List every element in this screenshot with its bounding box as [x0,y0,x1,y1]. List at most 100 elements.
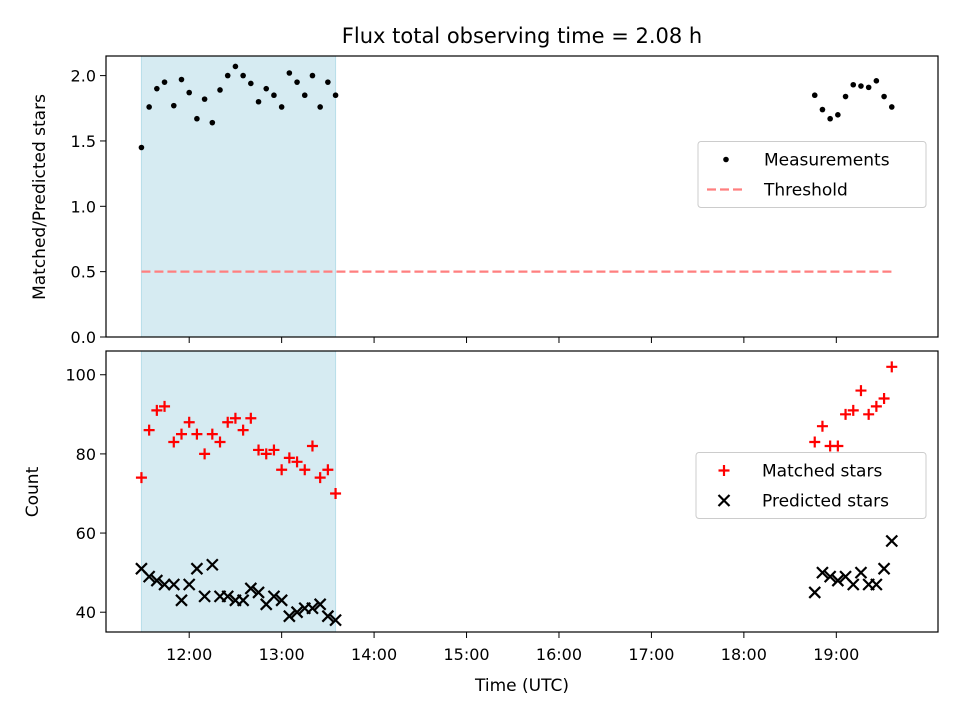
measurement-point [138,144,145,151]
measurement-point [278,104,285,110]
bottom-y-axis-label: Count [23,466,43,517]
y-tick-label: 60 [76,524,96,543]
y-tick-label: 1.0 [71,197,96,216]
measurement-point [271,92,277,99]
x-axis-label: Time (UTC) [474,676,569,696]
measurement-point [232,63,239,70]
predicted-point [252,586,265,599]
legend-marker-predicted [717,494,731,507]
matched-point [878,392,890,404]
measurement-point [332,92,339,99]
measurement-point [201,96,208,102]
predicted-point [306,601,319,615]
matched-point [229,412,241,424]
matched-point [863,408,875,420]
measurement-point [209,119,216,126]
predicted-point [267,590,281,603]
legend-box [697,141,927,208]
legend-marker-measurements [723,156,729,163]
matched-point [143,424,155,436]
measurement-point [881,93,887,100]
predicted-point [831,574,845,587]
y-tick-label: 40 [76,603,96,622]
matched-point [330,487,342,499]
predicted-point [313,598,327,611]
y-tick-label: 0.5 [71,263,96,282]
legend-label: Matched stars [762,462,882,482]
legend-marker-matched [718,465,730,476]
measurement-point [294,79,300,85]
predicted-point [846,578,860,591]
y-tick-label: 1.5 [71,132,96,151]
matched-point [260,448,272,460]
matched-point [855,385,867,397]
measurement-point [888,104,895,110]
matched-point [291,456,303,468]
predicted-point [321,609,335,623]
matched-point [847,404,859,416]
y-tick-label: 2.0 [71,67,96,86]
matched-point [206,428,218,440]
matched-point [816,420,828,432]
predicted-point [885,534,899,548]
matched-point [306,440,318,452]
matched-point [159,400,171,412]
matched-point [175,428,187,440]
matched-point [870,400,882,412]
matched-point [840,408,852,420]
measurement-point [224,72,231,79]
measurement-point [255,98,262,105]
matched-point [276,464,288,476]
x-tick-label: 18:00 [721,645,767,664]
measurement-point [858,83,864,89]
predicted-point [236,594,250,607]
legend-label: Measurements [764,151,890,171]
measurement-point [325,79,331,85]
predicted-point [870,578,883,591]
top-y-axis-label: Matched/Predicted stars [30,94,50,300]
predicted-point [182,578,196,591]
x-tick-label: 19:00 [813,645,859,664]
observing-span [140,55,337,338]
measurement-point [819,106,826,113]
measurement-point [842,93,849,100]
measurement-point [154,85,160,92]
predicted-point [244,582,258,595]
measurement-point [240,72,246,79]
matched-point [214,436,226,448]
measurement-point [186,89,192,96]
series [135,361,898,499]
predicted-point [854,566,868,579]
axes-frame [105,55,939,338]
series [135,534,899,627]
matched-point [283,452,295,464]
measurement-point [263,85,270,92]
measurement-point [194,115,200,122]
x-tick-label: 17:00 [628,645,674,664]
legend-box [695,452,927,519]
predicted-point [158,578,171,591]
predicted-point [221,590,234,603]
matched-point [222,416,234,428]
measurement-point [178,76,185,83]
measurement-point [850,81,857,88]
matched-point [886,361,898,373]
legend: Measurements Threshold [697,141,927,208]
matched-point [809,436,821,448]
measurement-point [161,79,168,85]
x-tick-label: 12:00 [166,645,212,664]
top-panel: 0.0 0.5 1.0 1.5 2.0 Measurements Threshold [71,55,939,347]
predicted-point [816,566,829,579]
predicted-point [190,562,204,575]
matched-point [322,464,334,476]
series [138,63,895,151]
chart-title: Flux total observing time = 2.08 h [342,24,702,48]
x-tick-label: 14:00 [351,645,397,664]
predicted-point [329,613,342,627]
matched-point [151,404,163,416]
predicted-point [290,605,304,619]
measurement-point [835,112,841,118]
predicted-point [206,558,219,571]
matched-point [237,424,249,436]
legend-label: Threshold [763,181,848,201]
